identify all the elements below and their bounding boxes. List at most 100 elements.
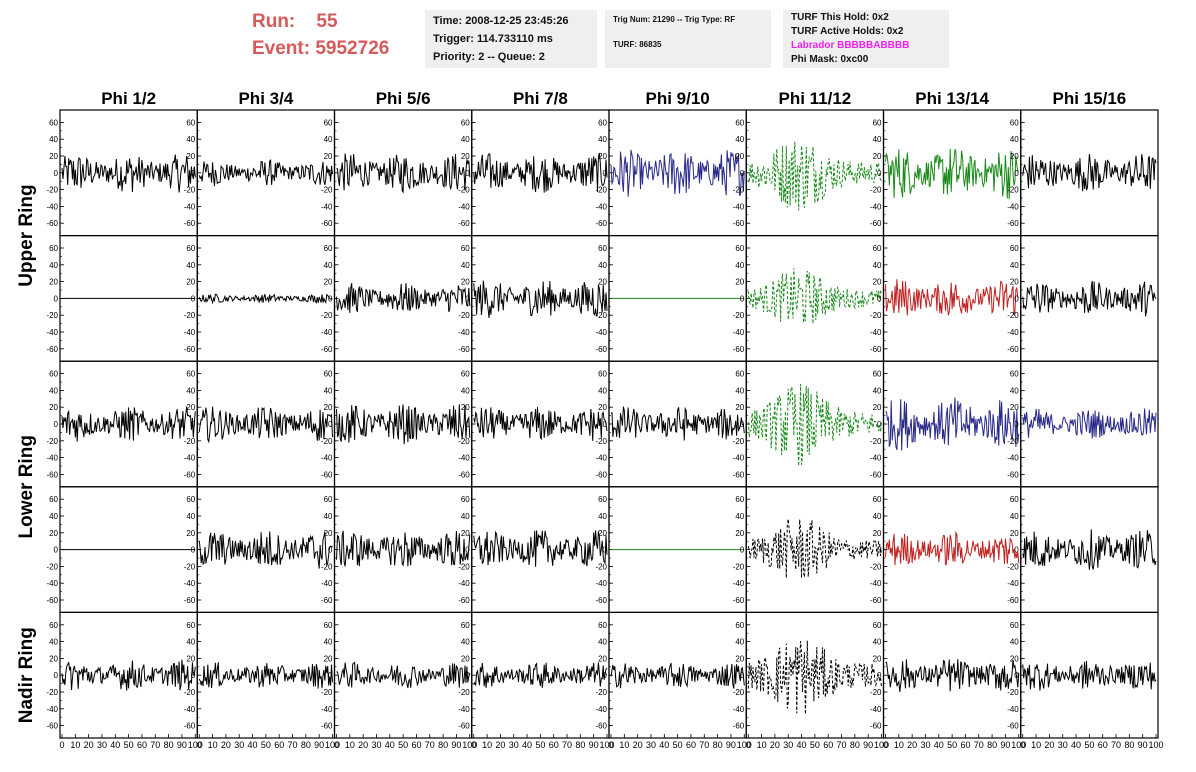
x-tick-label: 70 <box>699 740 709 750</box>
y-tick-label: 40 <box>461 512 470 521</box>
waveform-line <box>885 148 1020 200</box>
x-tick-label: 20 <box>633 740 643 750</box>
waveform-line <box>336 661 471 689</box>
y-tick-label: -40 <box>1007 328 1019 337</box>
y-tick-label: 0 <box>465 169 470 178</box>
y-tick-label: -40 <box>46 328 58 337</box>
y-tick-label: -60 <box>870 219 882 228</box>
y-tick-label: -20 <box>184 186 196 195</box>
y-tick-label: 40 <box>735 135 744 144</box>
y-tick-label: 20 <box>324 529 333 538</box>
y-tick-label: 20 <box>186 152 195 161</box>
x-tick-label: 60 <box>549 740 559 750</box>
y-tick-label: 0 <box>740 671 745 680</box>
y-tick-label: -60 <box>870 345 882 354</box>
waveform-line <box>336 530 471 567</box>
y-tick-label: -20 <box>1007 437 1019 446</box>
y-tick-label: 60 <box>1010 495 1019 504</box>
y-tick-label: -20 <box>733 562 745 571</box>
y-tick-label: -40 <box>458 202 470 211</box>
y-tick-label: 20 <box>461 654 470 663</box>
y-tick-label: -60 <box>595 722 607 731</box>
y-tick-label: 60 <box>873 118 882 127</box>
y-tick-label: -20 <box>870 311 882 320</box>
x-tick-label: 100 <box>737 740 752 750</box>
y-tick-label: 0 <box>191 420 196 429</box>
y-tick-label: -20 <box>870 688 882 697</box>
x-tick-label: 90 <box>589 740 599 750</box>
y-tick-label: -60 <box>184 596 196 605</box>
y-tick-label: 40 <box>186 512 195 521</box>
y-tick-label: -20 <box>184 688 196 697</box>
y-tick-label: -60 <box>1007 219 1019 228</box>
y-tick-label: -40 <box>1007 705 1019 714</box>
waveform-line <box>747 141 882 211</box>
x-tick-label: 60 <box>137 740 147 750</box>
x-tick-label: 80 <box>438 740 448 750</box>
waveform-line <box>198 159 333 187</box>
y-tick-label: -60 <box>733 345 745 354</box>
y-tick-label: 60 <box>873 495 882 504</box>
waveform-line <box>198 406 333 444</box>
y-tick-label: 60 <box>49 118 58 127</box>
y-tick-label: 20 <box>598 529 607 538</box>
y-tick-label: -40 <box>595 579 607 588</box>
y-tick-label: 60 <box>735 370 744 379</box>
x-tick-label: 70 <box>150 740 160 750</box>
y-tick-label: -60 <box>595 345 607 354</box>
y-tick-label: -20 <box>595 562 607 571</box>
waveform-line <box>747 383 882 466</box>
y-tick-label: -60 <box>733 596 745 605</box>
y-tick-label: -40 <box>733 579 745 588</box>
y-tick-label: -20 <box>46 562 58 571</box>
x-tick-label: 20 <box>358 740 368 750</box>
waveform-line <box>1022 660 1157 691</box>
y-tick-label: -60 <box>733 219 745 228</box>
y-tick-label: 60 <box>873 244 882 253</box>
y-tick-label: 0 <box>740 169 745 178</box>
x-tick-label: 30 <box>97 740 107 750</box>
y-tick-label: 0 <box>54 671 59 680</box>
y-tick-label: 40 <box>461 386 470 395</box>
y-tick-label: 60 <box>49 370 58 379</box>
y-tick-label: 40 <box>735 386 744 395</box>
x-tick-label: 80 <box>301 740 311 750</box>
y-tick-label: 20 <box>1010 278 1019 287</box>
phi-mask-text: Phi Mask: 0xc00 <box>791 54 869 65</box>
x-tick-label: 100 <box>325 740 340 750</box>
y-tick-label: 20 <box>186 654 195 663</box>
waveform-line <box>61 154 196 193</box>
x-tick-label: 60 <box>1098 740 1108 750</box>
x-tick-label: 90 <box>451 740 461 750</box>
y-tick-label: -40 <box>733 328 745 337</box>
y-tick-label: -20 <box>184 311 196 320</box>
y-tick-label: -40 <box>46 454 58 463</box>
x-tick-label: 0 <box>746 740 751 750</box>
y-tick-label: -20 <box>321 562 333 571</box>
y-tick-label: 40 <box>186 261 195 270</box>
y-tick-label: -40 <box>184 454 196 463</box>
x-tick-label: 10 <box>208 740 218 750</box>
y-tick-label: -60 <box>733 722 745 731</box>
y-tick-label: -40 <box>595 328 607 337</box>
y-tick-label: 20 <box>873 654 882 663</box>
x-tick-label: 10 <box>1031 740 1041 750</box>
waveform-line <box>473 530 608 567</box>
y-tick-label: 40 <box>735 261 744 270</box>
y-tick-label: 40 <box>461 135 470 144</box>
y-tick-label: -20 <box>46 437 58 446</box>
x-tick-label: 30 <box>509 740 519 750</box>
y-tick-label: -20 <box>595 437 607 446</box>
y-tick-label: 0 <box>54 169 59 178</box>
y-tick-label: -60 <box>46 470 58 479</box>
x-tick-label: 10 <box>70 740 80 750</box>
y-tick-label: 0 <box>328 420 333 429</box>
event-row: Event: 5952726 <box>252 35 389 62</box>
y-tick-label: -60 <box>184 219 196 228</box>
row-label: Upper Ring <box>16 184 37 286</box>
turf-this-hold-text: TURF This Hold: 0x2 <box>791 12 889 23</box>
y-tick-label: 20 <box>598 152 607 161</box>
y-tick-label: 60 <box>1010 118 1019 127</box>
y-tick-label: 20 <box>735 654 744 663</box>
waveform-line <box>336 404 471 445</box>
